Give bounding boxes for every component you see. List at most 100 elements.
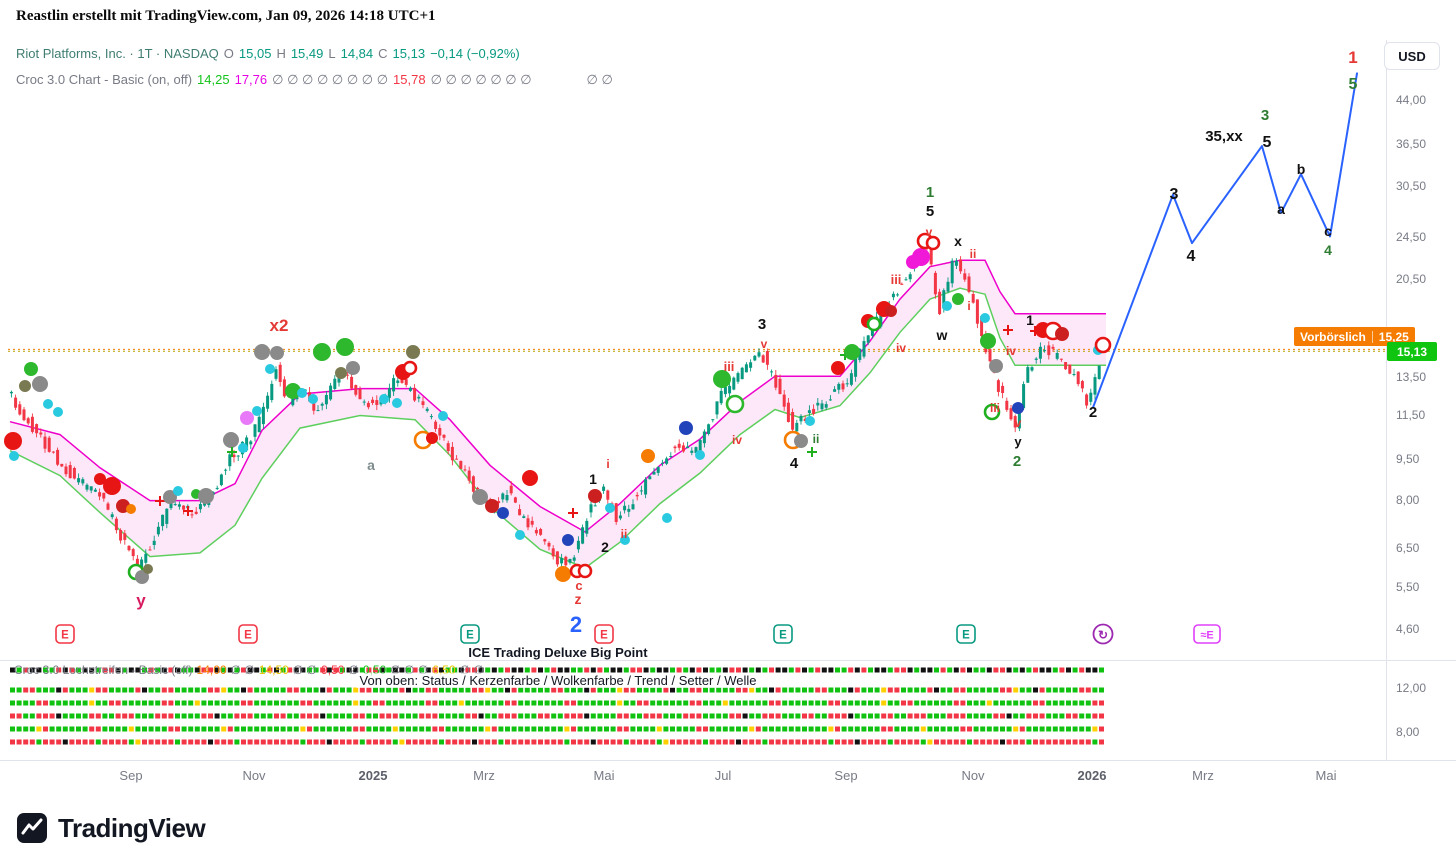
price-scale-tick: 24,50 [1396, 230, 1427, 245]
signal-dot [335, 367, 347, 379]
legend-value: C [378, 46, 388, 61]
signal-dot [885, 305, 897, 317]
earnings-marker[interactable]: E [773, 624, 793, 644]
tradingview-footer[interactable]: TradingView [16, 812, 206, 844]
wave-label: 2 [1089, 404, 1097, 421]
signal-dot [240, 411, 254, 425]
price-scale-tick: 6,50 [1396, 541, 1420, 556]
earnings-marker[interactable]: E [460, 624, 480, 644]
price-lines [8, 348, 1385, 352]
legend-value: 15,78 [393, 72, 426, 87]
signal-dot [1055, 327, 1069, 341]
price-scale-tick: 36,50 [1396, 136, 1427, 151]
legend-value: ∅ [348, 663, 359, 677]
premarket-label: Vorbörslich [1300, 329, 1366, 344]
price-scale-tick: 44,00 [1396, 93, 1427, 108]
croc-chart-legend[interactable]: Croc 3.0 Chart - Basic (on, off) 14,25 17,… [16, 72, 618, 88]
legend-value: O [223, 46, 234, 61]
time-axis-label: Mrz [1192, 768, 1214, 783]
legend-value: ∅ ∅ ∅ ∅ ∅ ∅ ∅ [430, 72, 532, 87]
signal-dot [9, 451, 19, 461]
signal-dot [980, 313, 990, 323]
signal-dot [313, 343, 331, 361]
signal-ring [402, 360, 418, 376]
currency-toggle-button[interactable]: USD [1384, 42, 1440, 70]
wave-label: v [1015, 416, 1022, 430]
time-axis-label: Sep [834, 768, 858, 783]
wave-label: 2 [1013, 453, 1021, 470]
signal-dot [605, 503, 615, 513]
signal-dot [254, 344, 270, 360]
svg-text:E: E [779, 630, 787, 642]
earnings-marker[interactable]: E [594, 624, 614, 644]
earnings-marker[interactable]: E [238, 624, 258, 644]
legend-value: ∅ ∅ ∅ ∅ ∅ ∅ ∅ ∅ [272, 72, 389, 87]
signal-dot [308, 394, 318, 404]
wave-label: 1 [589, 471, 597, 487]
earnings-marker[interactable]: ↻ [1092, 623, 1114, 645]
price-scale[interactable]: 44,00 36,50 30,50 24,50 20,50 13,50 11,50 9,50 8… [1388, 0, 1456, 790]
premarket-value: 15,25 [1378, 329, 1409, 344]
croc-cloud [9, 259, 1106, 569]
row-order-label: Von oben: Status / Kerzenfarbe / Wolkenf… [356, 673, 760, 688]
wave-label: v [926, 225, 933, 239]
legend-value: −0,14 (−0,92%) [430, 46, 520, 61]
earnings-marker[interactable]: ≈E [1193, 624, 1221, 644]
time-axis-label: Mrz [473, 768, 495, 783]
signal-dot [265, 364, 275, 374]
price-scale-tick: 11,50 [1396, 407, 1426, 422]
signal-dot [588, 489, 602, 503]
wave-label: 5 [1349, 76, 1358, 93]
panel-dividers [0, 40, 1456, 761]
wave-label: 2 [601, 539, 609, 555]
price-scale-tick: 20,50 [1396, 272, 1427, 287]
legend-value: 9,50 [321, 663, 345, 677]
indicator-scale-tick: 8,00 [1396, 725, 1420, 739]
time-axis-label: Nov [961, 768, 985, 783]
legend-value: ∅ ∅ [230, 663, 255, 677]
signal-dot [32, 376, 48, 392]
signal-dot [912, 248, 930, 266]
projection-line [1092, 72, 1358, 409]
wave-label: x2 [270, 316, 289, 335]
signal-dot [695, 450, 705, 460]
signal-dot [173, 486, 183, 496]
signal-dot [679, 421, 693, 435]
signal-dot [497, 507, 509, 519]
symbol-legend[interactable]: Riot Platforms, Inc. · 1T · NASDAQ O 15,05… [16, 46, 525, 61]
wave-label: x [954, 233, 962, 249]
time-axis-label: 2026 [1077, 768, 1107, 783]
signal-dot [438, 411, 448, 421]
signal-dot [844, 344, 860, 360]
svg-text:↻: ↻ [1098, 628, 1108, 642]
premarket-price-badge: Vorbörslich 15,25 [1294, 327, 1415, 347]
time-axis[interactable]: Sep Nov 2025 Mrz Mai Jul Sep Nov 2026 Mrz Mai [0, 762, 1456, 790]
earnings-marker[interactable]: E [55, 624, 75, 644]
wave-label: 4 [1324, 242, 1332, 258]
wave-label: ii [813, 432, 820, 446]
svg-text:E: E [61, 630, 69, 642]
earnings-marker[interactable]: E [956, 624, 976, 644]
signal-dot [662, 513, 672, 523]
wave-label: 3 [758, 316, 766, 333]
wave-label: iii [990, 401, 1000, 415]
tradingview-wordmark: TradingView [58, 812, 206, 843]
wave-label: 5 [926, 203, 934, 220]
signal-ring [725, 394, 745, 414]
wave-labels: x2ya1i2iicz2iiiiv3v4iiiiiiv15vxiiiwiiiiv… [136, 48, 1357, 637]
signal-dot [406, 345, 420, 359]
signal-dot [952, 293, 964, 305]
signal-dot [942, 301, 952, 311]
signal-dot [980, 333, 996, 349]
signal-dot [379, 394, 389, 404]
svg-text:E: E [466, 630, 474, 642]
signal-dot [472, 489, 488, 505]
signal-ring [925, 235, 941, 251]
wave-label: 35,xx [1205, 128, 1243, 145]
signal-dot [989, 359, 1003, 373]
wave-label: a [1277, 201, 1285, 217]
legend-value: 14,84 [340, 46, 374, 61]
price-scale-tick: 30,50 [1396, 178, 1427, 193]
legend-value: Riot Platforms, Inc. · 1T · NASDAQ [16, 46, 219, 61]
